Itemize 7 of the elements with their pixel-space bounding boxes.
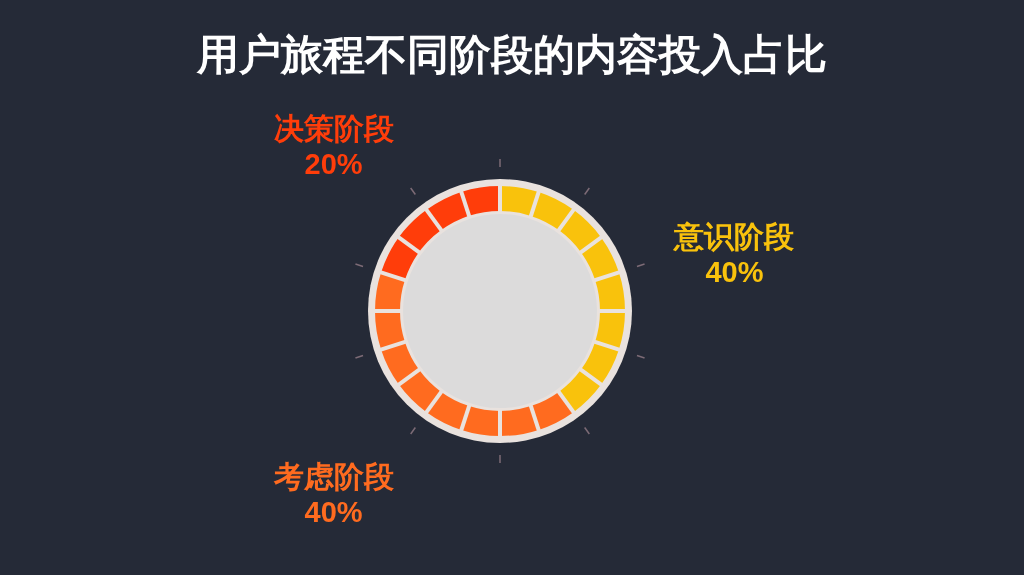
slice-label: 意识阶段 [672,219,795,253]
slice-label: 考虑阶段 [272,460,394,494]
data-label: 40% [304,495,363,528]
data-label: 40% [705,255,764,288]
slice-label: 决策阶段 [273,112,394,146]
chart-title: 用户旅程不同阶段的内容投入占比 [195,30,828,80]
data-label: 20% [304,148,363,181]
